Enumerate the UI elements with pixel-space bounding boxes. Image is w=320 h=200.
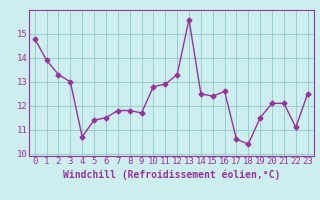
X-axis label: Windchill (Refroidissement éolien,°C): Windchill (Refroidissement éolien,°C)	[62, 169, 280, 180]
